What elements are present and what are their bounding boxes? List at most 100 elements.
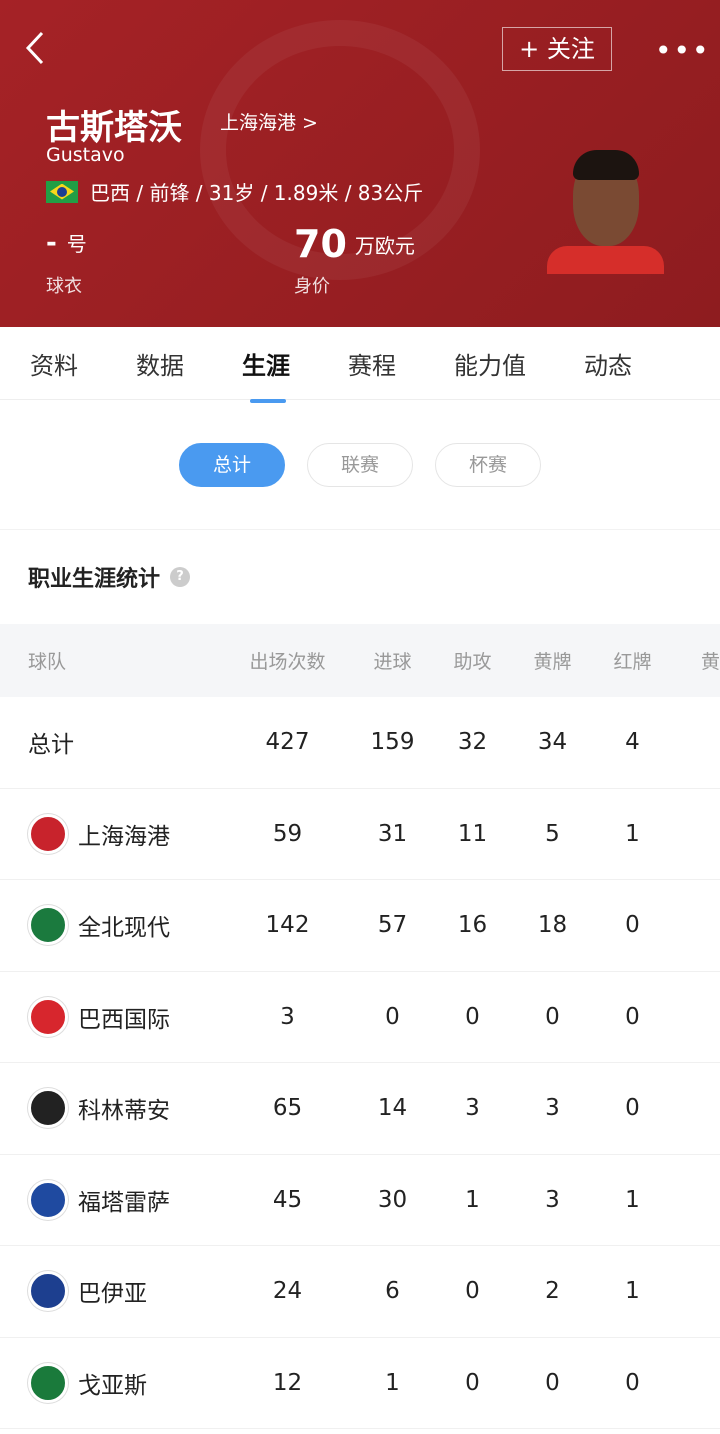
goals-cell: 0 <box>385 1003 400 1030</box>
team-cell: 巴西国际 <box>0 996 230 1037</box>
yellow-cell: 18 <box>537 912 568 939</box>
player-photo <box>547 150 664 274</box>
player-info: 巴西 / 前锋 / 31岁 / 1.89米 / 83公斤 <box>46 177 423 206</box>
assists-cell: 3 <box>465 1095 480 1122</box>
apps-cell: 142 <box>265 912 310 939</box>
column-header[interactable]: 黄牌 <box>533 651 572 673</box>
table-row[interactable]: 戈亚斯 12 1 0 0 0 <box>0 1338 720 1429</box>
tab-0[interactable]: 资料 <box>30 351 78 380</box>
team-name: 福塔雷萨 <box>78 1189 170 1216</box>
team-name: 巴西国际 <box>78 1006 170 1033</box>
table-row[interactable]: 巴西国际 3 0 0 0 0 <box>0 972 720 1063</box>
red-cell: 0 <box>625 1369 640 1396</box>
team-logo-icon <box>28 996 68 1037</box>
apps-cell: 24 <box>272 1278 303 1305</box>
table-row[interactable]: 全北现代 142 57 16 18 0 <box>0 880 720 972</box>
assists-cell: 32 <box>457 729 488 756</box>
team-name: 上海海港 <box>78 823 170 850</box>
table-header: 球队 出场次数 进球 助攻 黄牌 红牌 黄 <box>0 624 720 697</box>
goals-cell: 159 <box>370 729 415 756</box>
assists-cell: 0 <box>465 1003 480 1030</box>
yellow-cell: 34 <box>537 729 568 756</box>
column-header[interactable]: 出场次数 <box>249 651 326 673</box>
red-cell: 1 <box>625 1278 640 1305</box>
team-cell: 上海海港 <box>0 813 230 854</box>
club-link[interactable]: 上海海港 > <box>220 112 318 134</box>
team-name: 戈亚斯 <box>78 1372 147 1399</box>
brazil-flag-icon <box>46 180 78 203</box>
tab-1[interactable]: 数据 <box>136 351 184 380</box>
column-header[interactable]: 黄 <box>700 651 720 673</box>
team-cell: 科林蒂安 <box>0 1088 230 1129</box>
apps-cell: 65 <box>272 1095 303 1122</box>
filter-1[interactable]: 联赛 <box>307 442 413 487</box>
tab-3[interactable]: 赛程 <box>348 351 396 380</box>
shirt-unit: 号 <box>66 232 87 256</box>
follow-button[interactable]: + 关注 <box>502 27 612 71</box>
yellow-cell: 5 <box>545 820 560 847</box>
apps-cell: 12 <box>272 1369 303 1396</box>
team-logo-icon <box>28 905 68 946</box>
shirt-label: 球衣 <box>46 276 82 297</box>
team-cell: 总计 <box>0 725 230 759</box>
goals-cell: 30 <box>377 1186 408 1213</box>
column-header[interactable]: 进球 <box>373 651 412 673</box>
table-row[interactable]: 上海海港 59 31 11 5 1 <box>0 789 720 880</box>
team-logo-icon <box>28 1271 68 1312</box>
apps-cell: 427 <box>265 729 310 756</box>
section-title-text: 职业生涯统计 <box>28 567 161 592</box>
red-cell: 0 <box>625 1003 640 1030</box>
table-row[interactable]: 科林蒂安 65 14 3 3 0 <box>0 1063 720 1155</box>
market-value-label: 身价 <box>294 276 330 297</box>
filter-2[interactable]: 杯赛 <box>435 442 541 487</box>
assists-cell: 1 <box>465 1186 480 1213</box>
apps-cell: 45 <box>272 1186 303 1213</box>
tab-5[interactable]: 动态 <box>584 351 632 380</box>
player-name-en: Gustavo <box>46 144 125 166</box>
assists-cell: 16 <box>457 912 488 939</box>
table-row[interactable]: 福塔雷萨 45 30 1 3 1 <box>0 1155 720 1246</box>
column-header[interactable]: 球队 <box>28 651 67 673</box>
yellow-cell: 0 <box>545 1369 560 1396</box>
help-icon[interactable]: ? <box>170 567 191 587</box>
tab-4[interactable]: 能力值 <box>454 351 526 380</box>
tab-2[interactable]: 生涯 <box>242 346 290 403</box>
apps-cell: 59 <box>272 820 303 847</box>
table-row[interactable]: 总计 427 159 32 34 4 <box>0 697 720 789</box>
team-name: 巴伊亚 <box>78 1281 147 1308</box>
yellow-cell: 3 <box>545 1186 560 1213</box>
market-value: 70 万欧元 <box>294 222 415 266</box>
back-icon[interactable] <box>24 30 46 66</box>
yellow-cell: 3 <box>545 1095 560 1122</box>
team-logo-icon <box>28 1088 68 1129</box>
team-logo-icon <box>28 1179 68 1220</box>
tab-bar: 资料 数据 生涯 赛程 能力值 动态 <box>0 327 720 403</box>
red-cell: 1 <box>625 820 640 847</box>
assists-cell: 11 <box>457 820 488 847</box>
goals-cell: 6 <box>385 1278 400 1305</box>
goals-cell: 57 <box>377 912 408 939</box>
info-text: 巴西 / 前锋 / 31岁 / 1.89米 / 83公斤 <box>90 181 424 205</box>
goals-cell: 1 <box>385 1369 400 1396</box>
filter-0[interactable]: 总计 <box>179 442 285 487</box>
column-header[interactable]: 红牌 <box>613 651 652 673</box>
apps-cell: 3 <box>280 1003 295 1030</box>
red-cell: 0 <box>625 1095 640 1122</box>
assists-cell: 0 <box>465 1369 480 1396</box>
team-name: 全北现代 <box>78 915 170 942</box>
team-cell: 福塔雷萨 <box>0 1179 230 1220</box>
red-cell: 0 <box>625 912 640 939</box>
goals-cell: 14 <box>377 1095 408 1122</box>
team-logo-icon <box>28 813 68 854</box>
market-value-unit: 万欧元 <box>354 234 415 258</box>
team-logo-icon <box>28 1362 68 1403</box>
more-icon[interactable]: ••• <box>655 34 711 67</box>
shirt-number-value: - <box>46 228 57 258</box>
table-row[interactable]: 巴伊亚 24 6 0 2 1 <box>0 1246 720 1338</box>
red-cell: 1 <box>625 1186 640 1213</box>
yellow-cell: 0 <box>545 1003 560 1030</box>
column-header[interactable]: 助攻 <box>453 651 492 673</box>
assists-cell: 0 <box>465 1278 480 1305</box>
team-cell: 巴伊亚 <box>0 1271 230 1312</box>
player-header: + 关注 ••• 古斯塔沃 上海海港 > Gustavo 巴西 / 前锋 / 3… <box>0 0 720 327</box>
